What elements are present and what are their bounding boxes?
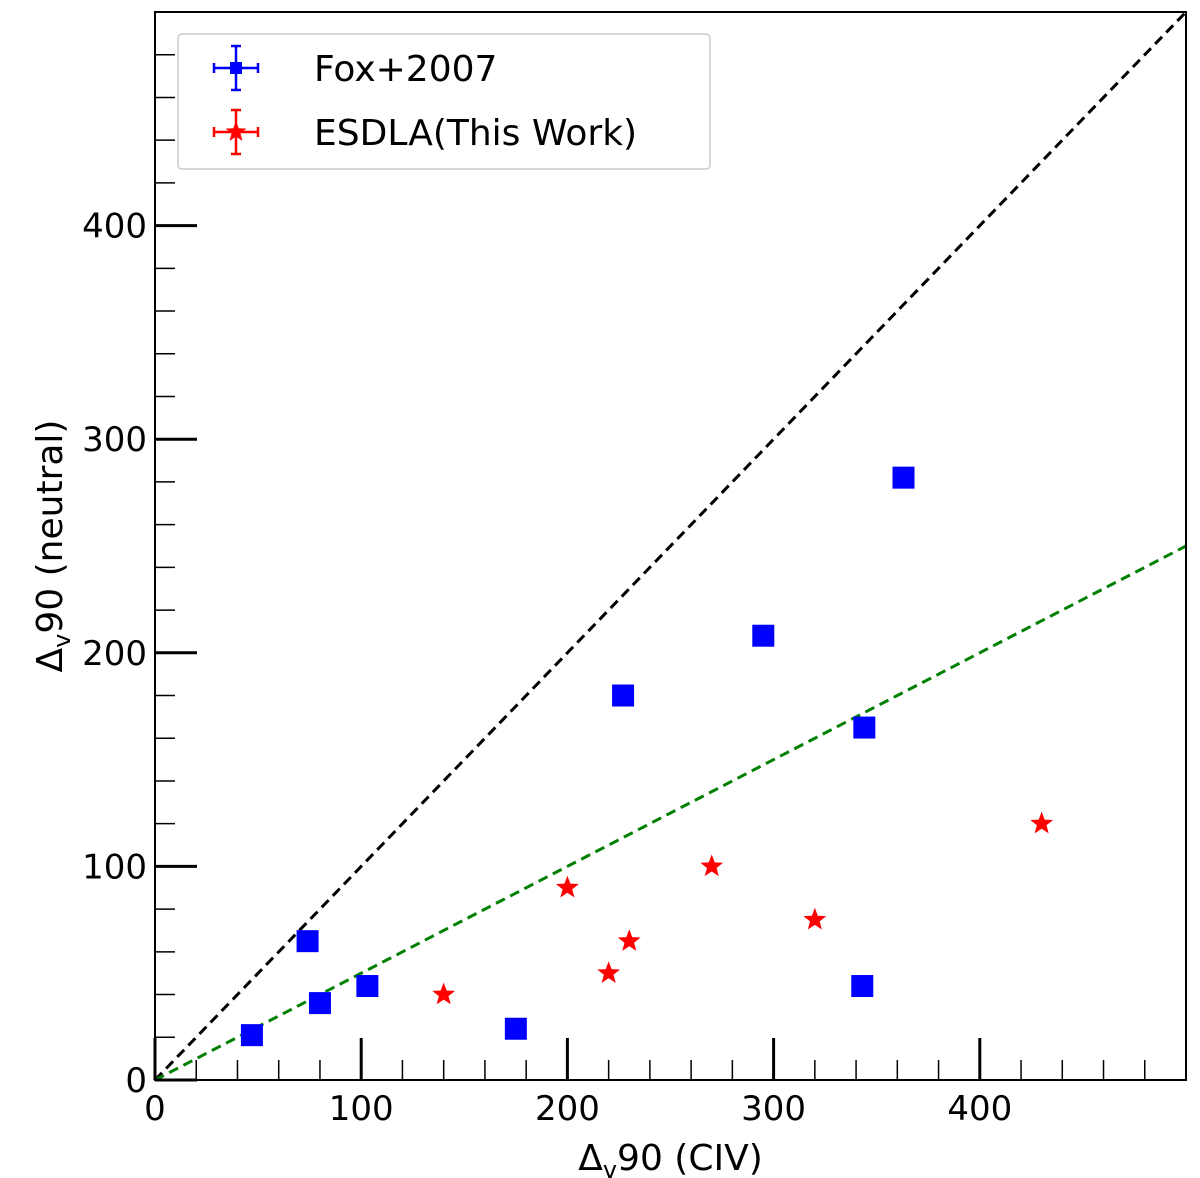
- plot-frame: [154, 11, 1187, 1081]
- data-points: [240, 466, 1054, 1047]
- reference-line-0: [153, 10, 1188, 1082]
- x-axis-label-rest: 90 (CIV): [617, 1138, 763, 1178]
- fox2007-point: [308, 992, 331, 1015]
- legend-label-esdla: ESDLA(This Work): [314, 113, 637, 154]
- esdla-point: [617, 929, 641, 951]
- legend: Fox+2007 ESDLA(This Work): [177, 33, 711, 170]
- esdla-point: [803, 907, 827, 930]
- fox2007-point: [853, 716, 876, 739]
- x-tick-label: 100: [329, 1089, 394, 1129]
- legend-symbol: [230, 62, 242, 74]
- x-axis-label-sub: v: [603, 1156, 617, 1178]
- x-axis-label-main: Δ: [578, 1138, 603, 1178]
- esdla-point: [555, 875, 579, 898]
- y-tick-label: 400: [82, 207, 147, 247]
- fox2007-point: [504, 1017, 527, 1040]
- y-axis-label-rest: 90 (neutral): [30, 420, 71, 634]
- fox2007-point: [892, 466, 915, 489]
- y-axis-label-main: Δ: [30, 647, 71, 672]
- x-tick-label: 400: [947, 1089, 1012, 1129]
- reference-line-1: [154, 544, 1187, 1082]
- fox2007-point: [612, 684, 635, 707]
- esdla-point: [597, 961, 621, 983]
- esdla-point: [1030, 811, 1054, 834]
- legend-box: [177, 33, 711, 170]
- y-tick-label: 0: [125, 1061, 147, 1101]
- legend-marker-esdla: [212, 108, 260, 156]
- x-tick-label: 200: [535, 1089, 600, 1129]
- fox2007-point: [752, 624, 775, 647]
- fox2007-point: [240, 1024, 263, 1047]
- y-tick-label: 100: [82, 847, 147, 887]
- legend-marker-fox2007: [212, 44, 260, 92]
- y-axis-label: Δv90 (neutral): [30, 420, 76, 673]
- reference-lines: [153, 10, 1188, 1082]
- fox2007-point: [851, 975, 874, 998]
- fox2007-point: [296, 930, 319, 953]
- y-tick-label: 200: [82, 634, 147, 674]
- esdla-point: [700, 854, 724, 877]
- y-tick-label: 300: [82, 420, 147, 460]
- tick-labels: 0 100 200 300 400 0 100 200 300 400: [82, 207, 1012, 1129]
- legend-symbol: [225, 121, 247, 141]
- fox2007-point: [356, 975, 379, 998]
- y-axis-label-sub: v: [48, 634, 76, 648]
- x-tick-label: 0: [144, 1089, 166, 1129]
- x-tick-label: 300: [741, 1089, 806, 1129]
- x-axis-label: Δv90 (CIV): [578, 1138, 763, 1178]
- legend-label-fox2007: Fox+2007: [314, 49, 497, 90]
- esdla-point: [432, 982, 456, 1005]
